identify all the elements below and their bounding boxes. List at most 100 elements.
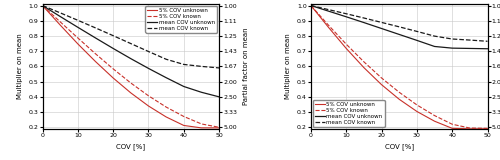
5% COV known	[181, 116, 187, 117]
5% COV known	[40, 5, 46, 7]
Line: 5% COV known: 5% COV known	[42, 6, 219, 127]
mean COV known	[396, 26, 402, 28]
5% COV known	[308, 5, 314, 7]
mean COV unknown	[75, 26, 81, 28]
5% COV unknown	[75, 43, 81, 45]
5% COV known	[467, 127, 473, 129]
5% COV unknown	[326, 26, 332, 28]
mean COV unknown	[128, 58, 134, 60]
mean COV unknown	[181, 86, 187, 88]
5% COV known	[343, 43, 349, 45]
mean COV known	[467, 39, 473, 41]
mean COV unknown	[40, 5, 46, 7]
5% COV known	[414, 104, 420, 106]
Line: mean COV known: mean COV known	[311, 6, 488, 41]
mean COV known	[110, 35, 116, 37]
5% COV unknown	[449, 127, 455, 129]
5% COV unknown	[92, 61, 98, 63]
X-axis label: COV [%]: COV [%]	[384, 144, 414, 150]
mean COV known	[57, 12, 63, 14]
mean COV known	[378, 21, 384, 23]
mean COV known	[449, 38, 455, 40]
5% COV unknown	[414, 111, 420, 112]
mean COV known	[198, 65, 204, 67]
Line: mean COV known: mean COV known	[42, 6, 219, 68]
mean COV unknown	[378, 28, 384, 29]
mean COV known	[128, 43, 134, 44]
5% COV unknown	[198, 127, 204, 129]
mean COV known	[308, 5, 314, 7]
5% COV known	[484, 127, 490, 129]
mean COV known	[414, 30, 420, 32]
mean COV known	[181, 64, 187, 65]
Y-axis label: Partial factor on mean: Partial factor on mean	[243, 28, 249, 105]
mean COV unknown	[198, 91, 204, 93]
mean COV unknown	[146, 67, 152, 69]
5% COV known	[128, 82, 134, 84]
5% COV known	[163, 106, 169, 108]
5% COV unknown	[432, 120, 438, 122]
mean COV unknown	[57, 16, 63, 17]
X-axis label: COV [%]: COV [%]	[116, 144, 146, 150]
5% COV known	[216, 126, 222, 128]
Line: 5% COV unknown: 5% COV unknown	[311, 6, 488, 129]
mean COV unknown	[110, 48, 116, 49]
mean COV unknown	[467, 48, 473, 49]
5% COV known	[326, 24, 332, 26]
Legend: 5% COV unknown, 5% COV known, mean COV unknown, mean COV known: 5% COV unknown, 5% COV known, mean COV u…	[146, 6, 218, 32]
mean COV known	[75, 19, 81, 21]
5% COV unknown	[308, 5, 314, 7]
mean COV known	[326, 9, 332, 11]
Legend: 5% COV unknown, 5% COV known, mean COV unknown, mean COV known: 5% COV unknown, 5% COV known, mean COV u…	[312, 100, 384, 127]
mean COV known	[343, 13, 349, 15]
mean COV known	[361, 17, 367, 19]
5% COV unknown	[378, 84, 384, 86]
mean COV unknown	[396, 33, 402, 35]
5% COV known	[361, 61, 367, 63]
mean COV unknown	[92, 37, 98, 39]
5% COV unknown	[163, 116, 169, 118]
5% COV unknown	[216, 127, 222, 129]
mean COV known	[146, 51, 152, 52]
5% COV known	[396, 91, 402, 93]
5% COV known	[92, 53, 98, 55]
5% COV known	[198, 123, 204, 125]
mean COV unknown	[163, 77, 169, 79]
mean COV known	[92, 27, 98, 29]
5% COV unknown	[361, 67, 367, 69]
mean COV unknown	[361, 22, 367, 24]
Y-axis label: Multiplier on mean: Multiplier on mean	[17, 34, 23, 99]
Line: 5% COV unknown: 5% COV unknown	[42, 6, 219, 128]
5% COV known	[57, 21, 63, 23]
mean COV unknown	[343, 16, 349, 18]
mean COV unknown	[449, 47, 455, 49]
Line: mean COV unknown: mean COV unknown	[42, 6, 219, 97]
5% COV unknown	[146, 105, 152, 107]
5% COV unknown	[128, 92, 134, 94]
5% COV known	[75, 37, 81, 39]
5% COV unknown	[467, 128, 473, 130]
mean COV known	[163, 58, 169, 60]
mean COV unknown	[326, 10, 332, 12]
mean COV unknown	[308, 5, 314, 7]
mean COV known	[432, 35, 438, 37]
5% COV unknown	[110, 77, 116, 79]
5% COV unknown	[181, 124, 187, 126]
5% COV known	[449, 123, 455, 125]
5% COV unknown	[343, 48, 349, 49]
5% COV unknown	[396, 98, 402, 100]
5% COV known	[378, 77, 384, 79]
5% COV unknown	[40, 5, 46, 7]
Line: mean COV unknown: mean COV unknown	[311, 6, 488, 49]
5% COV known	[146, 95, 152, 97]
mean COV known	[216, 67, 222, 69]
mean COV known	[484, 40, 490, 42]
mean COV known	[40, 5, 46, 7]
mean COV unknown	[432, 45, 438, 47]
5% COV unknown	[57, 24, 63, 26]
mean COV unknown	[414, 39, 420, 41]
5% COV unknown	[484, 128, 490, 130]
Y-axis label: Multiplier on mean: Multiplier on mean	[286, 34, 292, 99]
mean COV unknown	[216, 96, 222, 98]
mean COV unknown	[484, 48, 490, 50]
